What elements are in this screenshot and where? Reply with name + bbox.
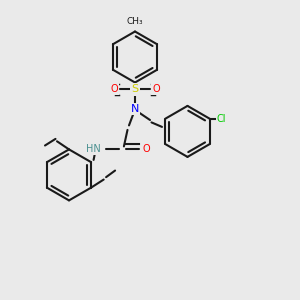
Text: HN: HN (86, 144, 101, 154)
Text: S: S (131, 84, 139, 94)
Text: O: O (152, 84, 160, 94)
Text: N: N (131, 104, 139, 114)
Text: O: O (110, 84, 118, 94)
Text: O: O (142, 144, 150, 154)
Text: CH₃: CH₃ (127, 16, 143, 26)
Text: Cl: Cl (217, 114, 226, 124)
